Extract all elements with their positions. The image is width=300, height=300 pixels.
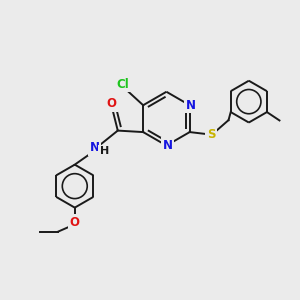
Text: N: N xyxy=(90,141,100,154)
Text: N: N xyxy=(163,139,172,152)
Text: H: H xyxy=(100,146,109,157)
Text: O: O xyxy=(70,216,80,229)
Text: Cl: Cl xyxy=(116,78,129,91)
Text: S: S xyxy=(207,128,215,141)
Text: O: O xyxy=(107,97,117,110)
Text: N: N xyxy=(186,99,196,112)
